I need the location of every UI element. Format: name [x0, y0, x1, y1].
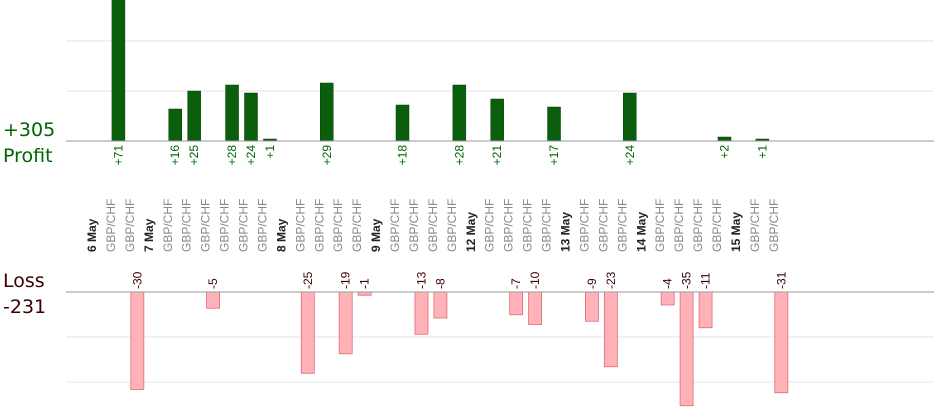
profit-bar: [395, 104, 410, 142]
pair-label: GBP/CHF: [237, 199, 251, 252]
date-label: 13 May: [559, 212, 573, 252]
loss-value-label: -31: [774, 271, 788, 289]
loss-label: Loss: [3, 270, 45, 292]
profit-value-label: +29: [320, 145, 334, 166]
pair-label: GBP/CHF: [388, 199, 402, 252]
pair-label: GBP/CHF: [123, 199, 137, 252]
pair-label: GBP/CHF: [161, 199, 175, 252]
profit-bar: [452, 84, 467, 142]
pair-label: GBP/CHF: [502, 199, 516, 252]
loss-bar: [509, 291, 524, 316]
pair-label: GBP/CHF: [426, 199, 440, 252]
pair-label: GBP/CHF: [180, 199, 194, 252]
pair-label: GBP/CHF: [483, 199, 497, 252]
profit-value-label: +1: [263, 145, 277, 159]
profit-value-label: +16: [168, 145, 182, 166]
pair-label: GBP/CHF: [445, 199, 459, 252]
pair-label: GBP/CHF: [407, 199, 421, 252]
loss-bar: [433, 291, 448, 319]
date-label: 7 May: [142, 218, 156, 252]
pair-label: GBP/CHF: [199, 199, 213, 252]
loss-bar: [679, 291, 694, 407]
profit-bar: [623, 92, 637, 142]
pair-label: GBP/CHF: [331, 199, 345, 252]
pair-label: GBP/CHF: [293, 199, 307, 252]
loss-bar: [698, 291, 713, 329]
loss-value-label: -13: [414, 271, 428, 289]
profit-bar: [111, 0, 126, 142]
pair-label: GBP/CHF: [104, 199, 118, 252]
profit-value-label: +28: [452, 145, 466, 166]
pair-label: GBP/CHF: [767, 199, 781, 252]
profit-value-label: +1: [755, 145, 769, 159]
profit-value-label: +18: [396, 145, 410, 166]
loss-bar: [414, 291, 429, 335]
profit-value-label: +24: [244, 145, 258, 166]
date-label: 14 May: [634, 212, 648, 252]
loss-value-label: -8: [433, 278, 447, 289]
loss-bar: [660, 291, 675, 306]
date-label: 12 May: [464, 212, 478, 252]
date-label: 9 May: [369, 218, 383, 252]
loss-value-label: -1: [358, 278, 372, 289]
pair-label: GBP/CHF: [255, 199, 269, 252]
loss-bar: [338, 291, 353, 355]
loss-value-label: -25: [301, 271, 315, 289]
loss-total: -231: [3, 296, 47, 318]
loss-value-label: -9: [585, 278, 599, 289]
date-label: 15 May: [729, 212, 743, 252]
loss-value-label: -10: [528, 271, 542, 289]
loss-bar: [774, 291, 789, 394]
profit-bar: [490, 98, 504, 142]
loss-value-label: -23: [604, 271, 618, 289]
pair-label: GBP/CHF: [577, 199, 591, 252]
profit-value-label: +28: [225, 145, 239, 166]
profit-bar: [320, 82, 334, 142]
loss-value-label: -30: [130, 271, 144, 289]
profit-bar: [168, 108, 182, 142]
profit-value-label: +25: [187, 145, 201, 166]
loss-value-label: -7: [509, 278, 523, 289]
loss-value-label: -11: [699, 272, 713, 289]
profit-bar: [225, 84, 239, 142]
loss-value-label: -5: [206, 278, 220, 289]
pair-label: GBP/CHF: [691, 199, 705, 252]
pair-label: GBP/CHF: [615, 199, 629, 252]
profit-value-label: +21: [490, 145, 504, 166]
pair-label: GBP/CHF: [521, 199, 535, 252]
loss-value-label: -35: [680, 271, 694, 289]
pair-label: GBP/CHF: [596, 199, 610, 252]
profit-bar: [717, 136, 732, 142]
loss-bar: [528, 291, 542, 325]
profit-bar: [187, 90, 201, 142]
pair-label: GBP/CHF: [748, 199, 762, 252]
loss-bar: [130, 291, 145, 390]
loss-value-label: -4: [661, 278, 675, 289]
loss-bar: [206, 291, 221, 309]
profit-value-label: +17: [547, 145, 561, 166]
pair-label: GBP/CHF: [672, 199, 686, 252]
pair-label: GBP/CHF: [312, 199, 326, 252]
profit-value-label: +24: [623, 145, 637, 166]
profit-label: Profit: [3, 145, 53, 167]
profit-value-label: +71: [111, 145, 125, 166]
profit-total: +305: [3, 119, 56, 141]
pair-label: GBP/CHF: [653, 199, 667, 252]
pair-label: GBP/CHF: [218, 199, 232, 252]
pair-label: GBP/CHF: [350, 199, 364, 252]
profit-value-label: +2: [717, 145, 731, 159]
pair-label: GBP/CHF: [540, 199, 554, 252]
loss-value-label: -19: [339, 271, 353, 289]
profit-bar: [547, 106, 561, 142]
loss-bar: [300, 291, 315, 374]
date-label: 8 May: [274, 218, 288, 252]
loss-bar: [585, 291, 599, 322]
loss-bar: [603, 291, 618, 368]
date-label: 6 May: [85, 218, 99, 252]
profit-bar: [244, 92, 258, 142]
pair-label: GBP/CHF: [710, 199, 724, 252]
